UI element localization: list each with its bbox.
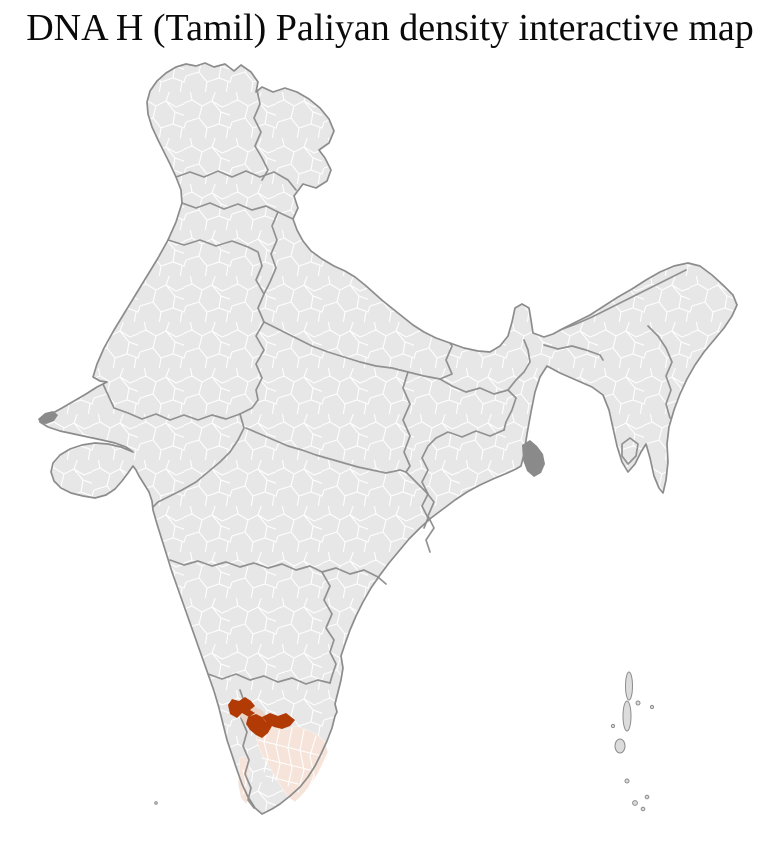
district-high-density-3[interactable]	[262, 713, 295, 729]
island	[649, 704, 655, 710]
kutch-creek-patch	[38, 411, 58, 424]
district-boundaries-overlay	[40, 63, 737, 814]
dark-terrain-features	[38, 411, 545, 477]
island	[624, 778, 630, 784]
low-density-district-borders	[242, 725, 323, 795]
high-density-districts[interactable]	[228, 697, 295, 738]
island	[625, 671, 633, 701]
island	[610, 723, 616, 729]
india-outline	[39, 62, 738, 815]
island	[614, 738, 626, 754]
island	[644, 794, 650, 800]
district-high-density-2[interactable]	[246, 714, 272, 738]
island	[622, 700, 632, 732]
island	[635, 700, 641, 706]
sundarbans-delta-patch	[522, 440, 545, 477]
island	[640, 806, 646, 812]
andaman-nicobar-islands	[154, 671, 655, 812]
district-high-density-1[interactable]	[228, 697, 255, 718]
lakshadweep-island	[154, 801, 158, 805]
island	[632, 800, 638, 806]
page-title: DNA H (Tamil) Paliyan density interactiv…	[26, 7, 754, 49]
